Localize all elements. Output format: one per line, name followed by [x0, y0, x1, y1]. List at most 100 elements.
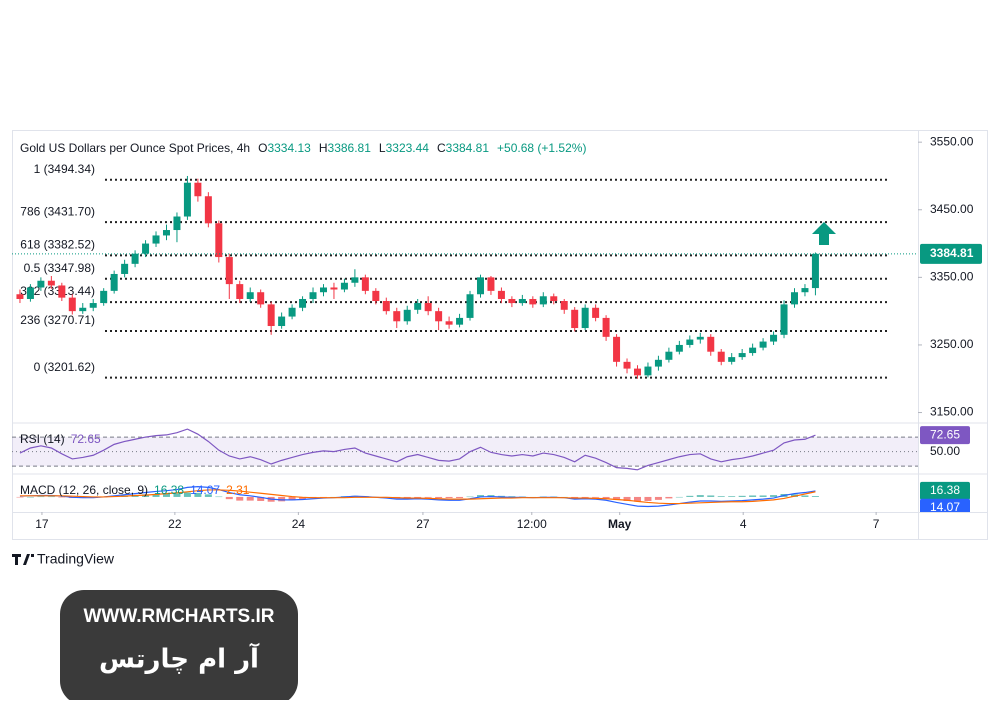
- candle-body: [518, 298, 526, 304]
- macd-badge: [920, 498, 970, 512]
- y-tick-label: 3150.00: [930, 405, 974, 419]
- candle-body: [319, 287, 327, 293]
- macd-signal-line: [19, 489, 816, 505]
- macd-histogram-bar: [581, 496, 589, 498]
- last-price-badge: [920, 243, 982, 264]
- rsi-badge: [920, 426, 970, 445]
- rsi-legend: RSI (14) 72.65: [20, 432, 101, 446]
- macd-histogram-bar: [37, 496, 45, 498]
- candle-body: [382, 301, 390, 312]
- chart-frame: [12, 130, 988, 540]
- candle-body: [728, 357, 736, 362]
- candle-body: [26, 287, 34, 299]
- macd-histogram-bar: [675, 496, 683, 498]
- macd-histogram-bar: [225, 496, 233, 500]
- ohlc-key: L: [379, 141, 386, 155]
- macd-signal-value: 14.07: [190, 483, 220, 497]
- macd-histogram-bar: [299, 496, 307, 500]
- macd-histogram-bar: [633, 496, 641, 502]
- candle-body: [309, 292, 317, 299]
- macd-histogram-bar: [623, 496, 631, 501]
- watermark-name: آر ام چارتس: [99, 643, 260, 675]
- candle-body: [571, 309, 579, 329]
- candle-body: [372, 290, 380, 302]
- candle-body: [68, 297, 76, 312]
- candle-body: [361, 277, 369, 291]
- macd-histogram-bar: [183, 492, 191, 497]
- macd-histogram-bar: [215, 496, 223, 498]
- macd-title: MACD (12, 26, close, 9): [20, 483, 148, 497]
- candle-body: [738, 353, 746, 358]
- candle-body: [351, 277, 359, 283]
- x-tick-label: 12:00: [517, 517, 547, 531]
- candle-body: [47, 280, 55, 286]
- macd-histogram-bar: [476, 495, 484, 497]
- macd-legend: MACD (12, 26, close, 9) 16.38 14.07 2.31: [20, 483, 250, 497]
- x-tick-label: May: [608, 517, 632, 531]
- macd-histogram-bar: [26, 496, 34, 498]
- candle-body: [623, 361, 631, 369]
- candle-body: [330, 287, 338, 290]
- candle-body: [236, 284, 244, 299]
- watermark-url: WWW.RMCHARTS.IR: [83, 606, 274, 627]
- last-price-label: 3384.81: [930, 246, 974, 260]
- macd-histogram-bar: [194, 492, 202, 497]
- y-tick-label: 3550.00: [930, 134, 974, 148]
- macd-histogram-bar: [456, 496, 464, 499]
- macd-histogram-bar: [288, 496, 296, 501]
- candle-body: [89, 303, 97, 308]
- candle-body: [414, 303, 422, 310]
- candle-body: [707, 336, 715, 352]
- fib-label: 0.5 (3347.98): [24, 261, 95, 275]
- candle-body: [529, 298, 537, 305]
- macd-histogram-bar: [16, 496, 24, 498]
- candle-body: [487, 277, 495, 291]
- fib-label: 618 (3382.52): [20, 238, 95, 252]
- candle-body: [152, 235, 160, 244]
- x-tick-label: 24: [292, 517, 306, 531]
- fib-label: 0 (3201.62): [34, 360, 95, 374]
- candle-body: [811, 253, 819, 289]
- macd-histogram-bar: [686, 495, 694, 497]
- candle-body: [121, 263, 129, 274]
- macd-value: 16.38: [154, 483, 184, 497]
- price-pane: 1 (3494.34) 786 (3431.70) 618 (3382.52) 0.5…: [12, 162, 918, 379]
- macd-histogram-bar: [236, 496, 244, 501]
- macd-histogram-value: 2.31: [226, 483, 250, 497]
- macd-histogram-bar: [508, 496, 516, 497]
- y-tick-label: 3450.00: [930, 202, 974, 216]
- candle-body: [456, 317, 464, 325]
- candle-body: [581, 307, 589, 329]
- macd-histogram-bar: [654, 496, 662, 500]
- chart-title: Gold US Dollars per Ounce Spot Prices, 4…: [20, 141, 250, 155]
- candle-body: [560, 301, 568, 310]
- candle-body: [790, 292, 798, 305]
- candle-body: [696, 336, 704, 340]
- candle-body: [654, 359, 662, 367]
- macd-histogram-bar: [644, 496, 652, 501]
- candle-body: [340, 282, 348, 290]
- candle-body: [131, 253, 139, 264]
- candle-body: [539, 296, 547, 305]
- chart-header: Gold US Dollars per Ounce Spot Prices, 4…: [20, 141, 586, 155]
- macd-histogram-bar: [801, 495, 809, 497]
- macd-badge-label: 14.07: [930, 500, 960, 514]
- macd-histogram-bar: [749, 495, 757, 497]
- candle-body: [508, 298, 516, 304]
- candle-body: [183, 182, 191, 217]
- macd-histogram-bar: [257, 496, 265, 501]
- candle-body: [79, 307, 87, 312]
- x-tick-label: 7: [873, 517, 880, 531]
- candle-body: [675, 344, 683, 352]
- candle-body: [58, 285, 66, 298]
- candle-body: [16, 294, 24, 299]
- macd-histogram-bar: [665, 496, 673, 499]
- change-label: +50.68 (+1.52%): [497, 141, 586, 155]
- branding: TradingView: [37, 551, 115, 567]
- x-tick-label: 22: [168, 517, 182, 531]
- candle-body: [100, 290, 108, 304]
- macd-histogram-bar: [466, 496, 474, 498]
- fib-label: 786 (3431.70): [20, 204, 95, 218]
- fib-label: 1 (3494.34): [34, 162, 95, 176]
- rsi-badge-label: 72.65: [930, 427, 960, 441]
